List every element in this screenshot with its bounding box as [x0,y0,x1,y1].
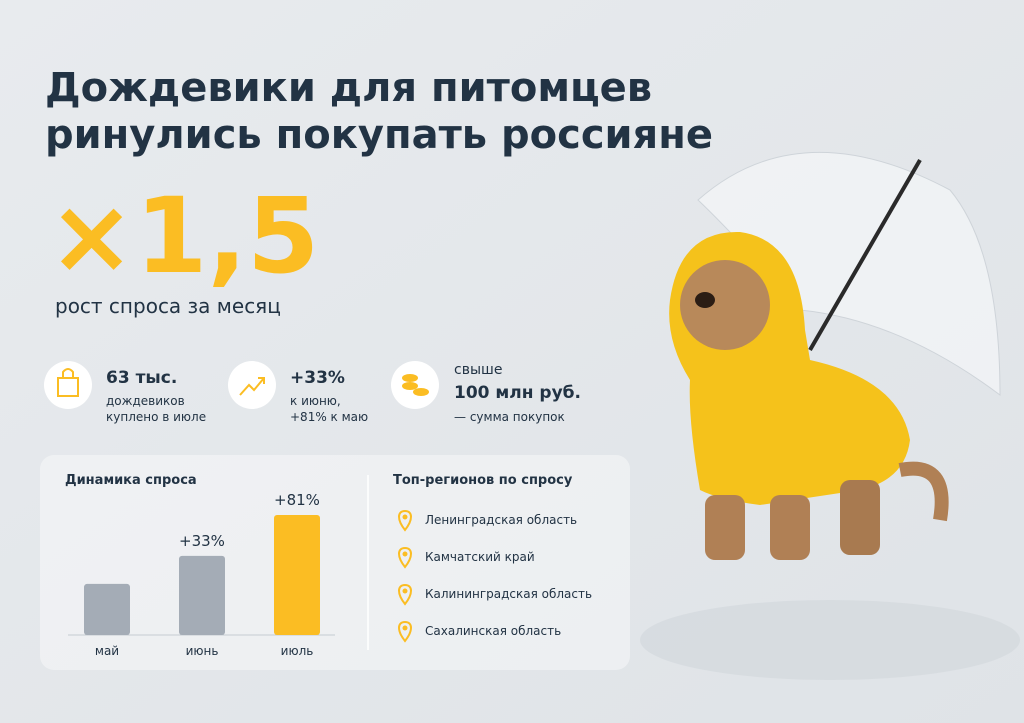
stat-value: 100 млн руб. [454,383,581,403]
stat-caption: +81% к маю [290,410,368,424]
bar [84,583,130,635]
bar-chart: май июнь +33% июль +81% [68,491,335,658]
illustration [640,151,1020,680]
bar [179,555,225,635]
stat-caption: куплено в июле [106,410,206,424]
stat-caption: дождевиков [106,394,185,408]
chart-title: Динамика спроса [65,473,197,488]
stat-top: свыше [454,362,502,378]
region-name: Ленинградская область [425,513,577,527]
pin-dot [402,625,408,631]
region-list: Ленинградская область Камчатский край Кали… [398,509,592,643]
x-tick-label: июль [281,644,314,658]
pin-icon [398,583,412,606]
value-label: +81% [274,491,320,509]
title-line: ринулись покупать россияне [45,112,713,158]
region-name: Сахалинская область [425,624,561,638]
region-name: Камчатский край [425,550,535,564]
x-tick-label: май [95,644,119,658]
x-tick-label: июнь [186,644,219,658]
stat-value: +33% [290,368,345,388]
title-line: Дождевики для питомцев [45,65,652,111]
pin-dot [402,588,408,594]
pin-icon [398,620,412,643]
pin-dot [402,514,408,520]
highlight-caption: рост спроса за месяц [55,294,281,318]
region-name: Калининградская область [425,587,592,601]
stat-value: 63 тыс. [106,368,177,388]
highlight-value: ×1,5 [48,175,319,297]
stat-icons [44,361,439,409]
pin-dot [402,551,408,557]
stat-caption: — сумма покупок [454,410,565,424]
bar [274,515,320,635]
regions-title: Топ-регионов по спросу [393,473,573,488]
value-label: +33% [179,532,225,550]
pin-icon [398,509,412,532]
stat-caption: к июню, [290,394,341,408]
pin-icon [398,546,412,569]
